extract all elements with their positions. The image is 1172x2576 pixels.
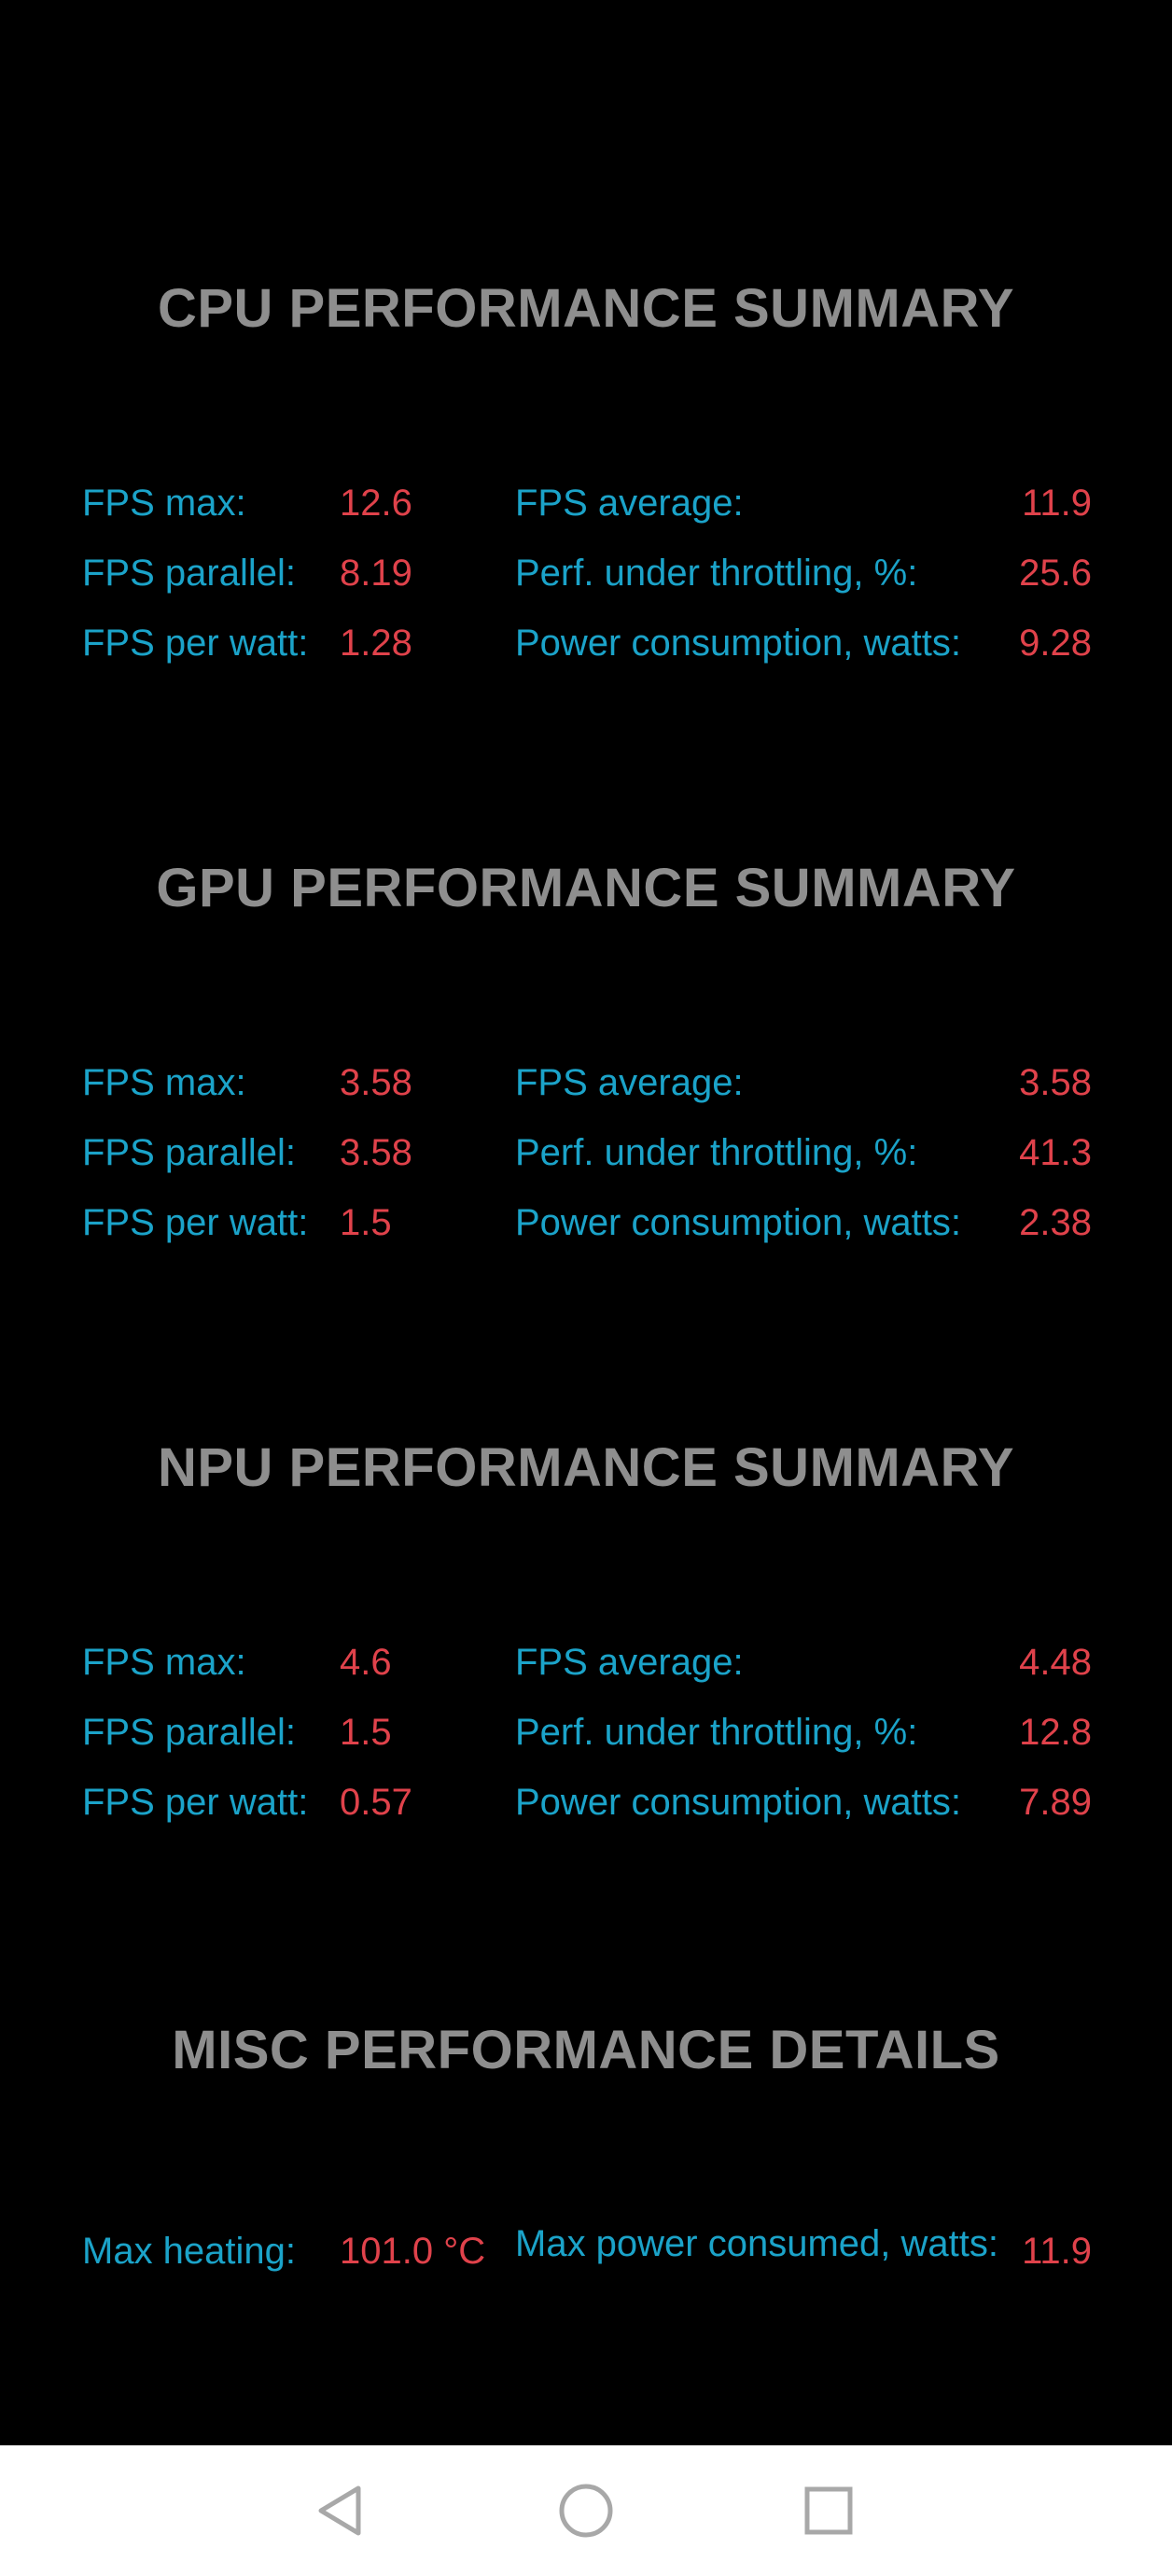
recents-button[interactable] <box>791 2473 866 2548</box>
npu-throttling-value: 12.8 <box>1019 1712 1092 1753</box>
max-power-consumed-label: Max power consumed, watts: <box>515 2223 998 2264</box>
npu-row-3: FPS per watt: 0.57 Power consumption, wa… <box>0 1782 1172 1838</box>
cpu-summary-title: CPU PERFORMANCE SUMMARY <box>157 278 1015 339</box>
npu-power-value: 7.89 <box>1019 1782 1092 1823</box>
gpu-summary-title: GPU PERFORMANCE SUMMARY <box>156 858 1016 918</box>
cpu-row-1: FPS max: 12.6 FPS average: 11.9 <box>0 483 1172 539</box>
cpu-row-2: FPS parallel: 8.19 Perf. under throttlin… <box>0 553 1172 609</box>
max-heating-value: 101.0 °C <box>340 2231 486 2272</box>
npu-fps-max-label: FPS max: <box>82 1642 246 1683</box>
cpu-fps-max-label: FPS max: <box>82 483 246 524</box>
results-screen: CPU PERFORMANCE SUMMARY FPS max: 12.6 FP… <box>0 278 1172 2305</box>
cpu-row-3: FPS per watt: 1.28 Power consumption, wa… <box>0 623 1172 679</box>
cpu-fps-average-value: 11.9 <box>1022 483 1092 524</box>
cpu-power-label: Power consumption, watts: <box>515 623 961 664</box>
cpu-fps-max-value: 12.6 <box>340 483 412 524</box>
misc-row-1: Max heating: 101.0 °C Max power consumed… <box>0 2221 1172 2305</box>
npu-row-1: FPS max: 4.6 FPS average: 4.48 <box>0 1642 1172 1698</box>
cpu-fps-parallel-label: FPS parallel: <box>82 553 296 594</box>
gpu-throttling-value: 41.3 <box>1019 1132 1092 1173</box>
gpu-fps-parallel-value: 3.58 <box>340 1132 412 1173</box>
npu-fps-average-label: FPS average: <box>515 1642 744 1683</box>
cpu-fps-parallel-value: 8.19 <box>340 553 412 594</box>
home-button[interactable] <box>549 2473 623 2548</box>
npu-summary-title: NPU PERFORMANCE SUMMARY <box>157 1437 1015 1498</box>
gpu-fps-parallel-label: FPS parallel: <box>82 1132 296 1173</box>
cpu-fps-per-watt-label: FPS per watt: <box>82 623 309 664</box>
misc-details-title: MISC PERFORMANCE DETAILS <box>172 2020 1000 2080</box>
npu-fps-per-watt-value: 0.57 <box>340 1782 412 1823</box>
gpu-fps-max-value: 3.58 <box>340 1062 412 1103</box>
back-button[interactable] <box>304 2473 379 2548</box>
npu-throttling-label: Perf. under throttling, %: <box>515 1712 918 1753</box>
cpu-fps-average-label: FPS average: <box>515 483 744 524</box>
gpu-throttling-label: Perf. under throttling, %: <box>515 1132 918 1173</box>
gpu-fps-max-label: FPS max: <box>82 1062 246 1103</box>
back-triangle-icon <box>318 2485 361 2536</box>
home-circle-icon <box>559 2484 613 2538</box>
npu-power-label: Power consumption, watts: <box>515 1782 961 1823</box>
gpu-fps-per-watt-label: FPS per watt: <box>82 1202 309 1243</box>
cpu-fps-per-watt-value: 1.28 <box>340 623 412 664</box>
gpu-row-3: FPS per watt: 1.5 Power consumption, wat… <box>0 1202 1172 1258</box>
npu-row-2: FPS parallel: 1.5 Perf. under throttling… <box>0 1712 1172 1768</box>
gpu-row-1: FPS max: 3.58 FPS average: 3.58 <box>0 1062 1172 1118</box>
gpu-row-2: FPS parallel: 3.58 Perf. under throttlin… <box>0 1132 1172 1188</box>
cpu-throttling-value: 25.6 <box>1019 553 1092 594</box>
gpu-power-value: 2.38 <box>1019 1202 1092 1243</box>
gpu-power-label: Power consumption, watts: <box>515 1202 961 1243</box>
max-power-consumed-value: 11.9 <box>1022 2231 1092 2272</box>
gpu-fps-average-value: 3.58 <box>1019 1062 1092 1103</box>
npu-fps-average-value: 4.48 <box>1019 1642 1092 1683</box>
npu-fps-max-value: 4.6 <box>340 1642 392 1683</box>
npu-fps-parallel-label: FPS parallel: <box>82 1712 296 1753</box>
cpu-throttling-label: Perf. under throttling, %: <box>515 553 918 594</box>
gpu-fps-average-label: FPS average: <box>515 1062 744 1103</box>
cpu-power-value: 9.28 <box>1019 623 1092 664</box>
recents-square-icon <box>804 2486 853 2535</box>
max-heating-label: Max heating: <box>82 2231 297 2272</box>
npu-fps-per-watt-label: FPS per watt: <box>82 1782 309 1823</box>
system-navigation-bar <box>0 2445 1172 2576</box>
npu-fps-parallel-value: 1.5 <box>340 1712 392 1753</box>
gpu-fps-per-watt-value: 1.5 <box>340 1202 392 1243</box>
